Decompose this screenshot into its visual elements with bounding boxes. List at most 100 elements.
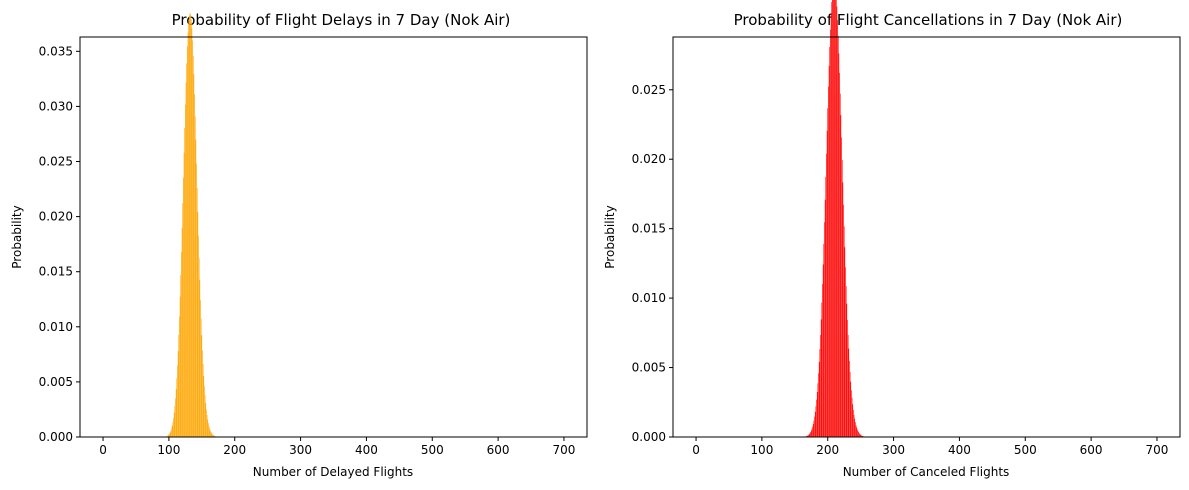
delays-bar xyxy=(179,316,180,437)
cancellations-bar xyxy=(829,46,831,438)
delays-bar xyxy=(206,409,207,437)
delays-x-tick-label: 500 xyxy=(421,443,444,457)
delays-bar xyxy=(206,414,208,437)
delays-bar xyxy=(195,139,197,437)
delays-bar xyxy=(175,389,177,437)
cancellations-bar xyxy=(812,423,814,437)
cancellations-bar xyxy=(831,2,832,438)
delays-bar xyxy=(182,203,184,437)
cancellations-x-tick-label: 0 xyxy=(692,443,700,457)
delays-bar xyxy=(213,435,214,437)
delays-bar xyxy=(180,275,182,437)
delays-bar xyxy=(177,365,178,437)
cancellations-y-ticks: 0.000 0.005 0.010 0.015 0.020 0.025 xyxy=(632,83,673,444)
cancellations-bar xyxy=(827,108,829,437)
delays-bar xyxy=(173,418,174,437)
cancellations-bar xyxy=(837,20,838,438)
cancellations-bar xyxy=(819,349,821,437)
cancellations-bar xyxy=(815,406,817,437)
delays-x-ticks: 0 100 200 300 400 500 600 700 xyxy=(99,437,575,457)
cancellations-bar xyxy=(858,432,859,437)
cancellations-x-tick-label: 700 xyxy=(1146,443,1169,457)
cancellations-bar xyxy=(861,435,863,437)
cancellations-bar xyxy=(814,416,815,437)
cancellations-y-tick-label: 0.010 xyxy=(632,291,666,305)
cancellations-bar xyxy=(818,373,819,437)
cancellations-bar xyxy=(816,392,818,437)
cancellations-bar xyxy=(814,411,816,437)
delays-bar xyxy=(168,434,170,437)
delays-bar xyxy=(188,22,189,437)
delays-bar xyxy=(190,19,192,438)
delays-bar xyxy=(183,177,184,437)
delays-bar xyxy=(209,428,211,437)
delays-y-tick-label: 0.035 xyxy=(39,44,73,58)
delays-bar xyxy=(198,235,199,437)
cancellations-bar xyxy=(825,176,827,437)
delays-bar xyxy=(189,15,190,437)
cancellations-bar xyxy=(845,286,847,437)
delays-chart: Probability of Flight Delays in 7 Day (N… xyxy=(10,11,588,479)
cancellations-bar xyxy=(817,383,819,437)
delays-bar xyxy=(194,116,196,437)
cancellations-bar xyxy=(834,0,835,437)
cancellations-bar xyxy=(839,72,840,437)
delays-bar xyxy=(186,63,187,438)
cancellations-y-tick-label: 0.015 xyxy=(632,222,666,236)
cancellations-bar xyxy=(845,267,846,437)
delays-bar xyxy=(176,378,178,437)
delays-bar xyxy=(187,32,189,437)
cancellations-bar xyxy=(843,226,845,437)
cancellations-bar xyxy=(859,434,861,437)
cancellations-bar xyxy=(823,243,825,437)
cancellations-bar xyxy=(828,65,830,437)
cancellations-bar xyxy=(807,435,808,437)
cancellations-chart-title: Probability of Flight Cancellations in 7… xyxy=(734,11,1123,29)
cancellations-y-tick-label: 0.025 xyxy=(632,83,666,97)
delays-bar xyxy=(179,296,181,437)
cancellations-bar xyxy=(809,433,811,437)
cancellations-bar xyxy=(835,0,836,437)
cancellations-bar xyxy=(807,435,809,437)
delays-bar xyxy=(192,55,194,437)
cancellations-bar xyxy=(841,137,842,437)
delays-bar xyxy=(181,228,183,437)
delays-bars xyxy=(159,13,224,438)
delays-bar xyxy=(185,104,186,437)
cancellations-plot-frame xyxy=(672,36,1181,438)
delays-plot-frame xyxy=(79,36,588,438)
delays-x-tick-label: 100 xyxy=(157,443,180,457)
delays-bar xyxy=(212,434,214,437)
cancellations-bar xyxy=(816,399,817,437)
cancellations-bar xyxy=(859,433,860,437)
cancellations-bar xyxy=(847,319,848,437)
delays-bar xyxy=(210,432,212,437)
delays-bar xyxy=(167,435,168,437)
cancellations-bar xyxy=(818,361,820,437)
cancellations-bar xyxy=(851,390,852,437)
cancellations-bar xyxy=(841,159,843,437)
cancellations-bar xyxy=(854,418,856,437)
cancellations-x-tick-label: 400 xyxy=(948,443,971,457)
cancellations-bar xyxy=(810,430,812,437)
cancellations-bar xyxy=(840,115,842,437)
cancellations-bar xyxy=(849,360,850,437)
cancellations-y-axis-label: Probability xyxy=(603,205,617,268)
cancellations-bar xyxy=(822,284,823,437)
delays-bar xyxy=(178,334,180,437)
cancellations-bar xyxy=(856,427,858,437)
cancellations-bar xyxy=(861,435,862,437)
delays-x-tick-label: 400 xyxy=(355,443,378,457)
delays-bar xyxy=(170,430,172,437)
cancellations-bar xyxy=(824,199,826,437)
cancellations-bar xyxy=(853,414,855,437)
cancellations-bar xyxy=(857,429,858,437)
delays-bar xyxy=(208,423,209,437)
cancellations-x-axis-label: Number of Canceled Flights xyxy=(843,465,1010,479)
delays-y-tick-label: 0.030 xyxy=(39,99,73,113)
cancellations-bar xyxy=(830,14,832,437)
cancellations-bar xyxy=(832,0,834,438)
delays-bar xyxy=(171,428,172,437)
delays-bar xyxy=(187,46,188,437)
delays-bar xyxy=(196,187,198,437)
